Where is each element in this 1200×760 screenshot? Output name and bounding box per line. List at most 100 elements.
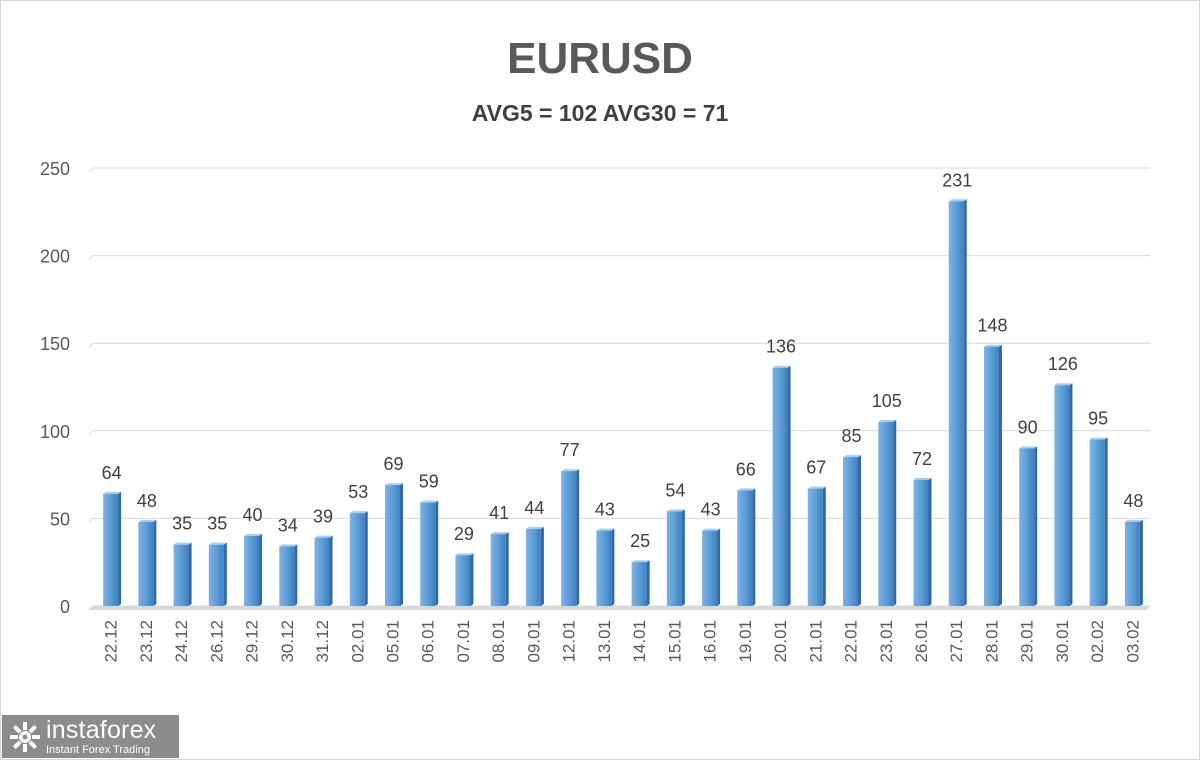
bar-side (329, 535, 333, 606)
bar-side (153, 519, 157, 606)
bar-side (858, 455, 862, 606)
y-tick-label: 150 (40, 334, 70, 354)
bar-top (244, 533, 263, 536)
bar-side (294, 544, 298, 606)
bar-top (1054, 383, 1073, 386)
data-label: 44 (524, 498, 544, 518)
bar-top (138, 519, 157, 522)
data-label: 39 (313, 507, 333, 527)
y-tick-label: 100 (40, 422, 70, 442)
instaforex-logo-icon (8, 720, 42, 754)
bar-top (561, 469, 580, 472)
data-label: 148 (977, 316, 1007, 336)
bar (666, 511, 682, 606)
data-label: 85 (842, 426, 862, 446)
bar-top (1089, 437, 1108, 440)
bar-top (843, 455, 862, 458)
data-label: 64 (102, 463, 122, 483)
data-label: 48 (137, 491, 157, 511)
bar-side (505, 532, 509, 606)
data-label: 77 (560, 440, 580, 460)
bar-top (772, 365, 791, 368)
x-tick-label: 12.01 (560, 620, 579, 663)
bar-side (364, 511, 368, 606)
x-tick-label: 02.02 (1088, 620, 1107, 663)
bar (103, 493, 119, 606)
bar-top (314, 535, 333, 538)
data-label: 34 (278, 515, 298, 535)
y-tick-label: 0 (60, 597, 70, 617)
bar (244, 535, 260, 606)
x-tick-label: 05.01 (383, 620, 402, 663)
bar (807, 488, 823, 606)
bar-top (702, 528, 721, 531)
bar (173, 544, 189, 606)
bar (490, 534, 506, 606)
bar-side (1104, 437, 1108, 606)
x-tick-label: 20.01 (771, 620, 790, 663)
x-tick-label: 30.01 (1053, 620, 1072, 663)
bar-top (525, 526, 544, 529)
bar (843, 457, 859, 606)
x-tick-label: 22.01 (842, 620, 861, 663)
x-tick-label: 23.01 (877, 620, 896, 663)
bar-side (1069, 383, 1073, 606)
chart-subtitle: AVG5 = 102 AVG30 = 71 (471, 100, 729, 126)
x-tick-label: 08.01 (489, 620, 508, 663)
bar (878, 422, 894, 606)
y-tick-label: 250 (40, 159, 70, 179)
x-tick-label: 03.02 (1123, 620, 1142, 663)
gridline-depth (88, 255, 94, 260)
data-label: 54 (665, 480, 685, 500)
bar-side (787, 365, 791, 606)
bar-side (1034, 446, 1038, 606)
x-tick-label: 09.01 (524, 620, 543, 663)
bar-side (893, 420, 897, 606)
x-tick-label: 15.01 (665, 620, 684, 663)
bar-top (208, 542, 227, 545)
data-label: 126 (1048, 354, 1078, 374)
data-label: 35 (207, 514, 227, 534)
x-tick-label: 22.12 (102, 620, 121, 663)
bar-top (666, 509, 685, 512)
data-label: 29 (454, 524, 474, 544)
data-label: 41 (489, 503, 509, 523)
data-label: 105 (872, 391, 902, 411)
x-tick-label: 06.01 (419, 620, 438, 663)
bar-top (1124, 519, 1143, 522)
bar (913, 479, 929, 606)
bar-side (118, 491, 122, 606)
bar (420, 502, 436, 606)
x-tick-label: 31.12 (313, 620, 332, 663)
x-tick-label: 26.12 (207, 620, 226, 663)
bar-side (223, 542, 227, 606)
bar (314, 537, 330, 606)
data-label: 72 (912, 449, 932, 469)
bar (138, 521, 154, 606)
bar (1089, 439, 1105, 606)
y-tick-label: 50 (50, 509, 70, 529)
x-tick-label: 30.12 (278, 620, 297, 663)
x-tick-label: 21.01 (806, 620, 825, 663)
x-tick-label: 16.01 (701, 620, 720, 663)
bar-side (963, 199, 967, 606)
bar-side (1139, 519, 1143, 606)
bar (208, 544, 224, 606)
bar-top (631, 560, 650, 563)
bar-side (399, 483, 403, 606)
bar-side (540, 526, 544, 606)
bar (737, 490, 753, 606)
data-label: 67 (806, 458, 826, 478)
bar-top (1019, 446, 1038, 449)
bar (561, 471, 577, 606)
x-tick-label: 29.01 (1018, 620, 1037, 663)
bar-side (822, 486, 826, 606)
bar-chart: 0 50 100 150 200 250 64 22.12 48 23.12 35 24.12 35 26… (40, 159, 1150, 663)
bar-side (681, 509, 685, 606)
data-label: 69 (383, 454, 403, 474)
gridline-depth (88, 518, 94, 523)
bar (1019, 448, 1035, 606)
data-label: 59 (419, 472, 439, 492)
bar-top (103, 491, 122, 494)
bar-side (717, 528, 721, 606)
